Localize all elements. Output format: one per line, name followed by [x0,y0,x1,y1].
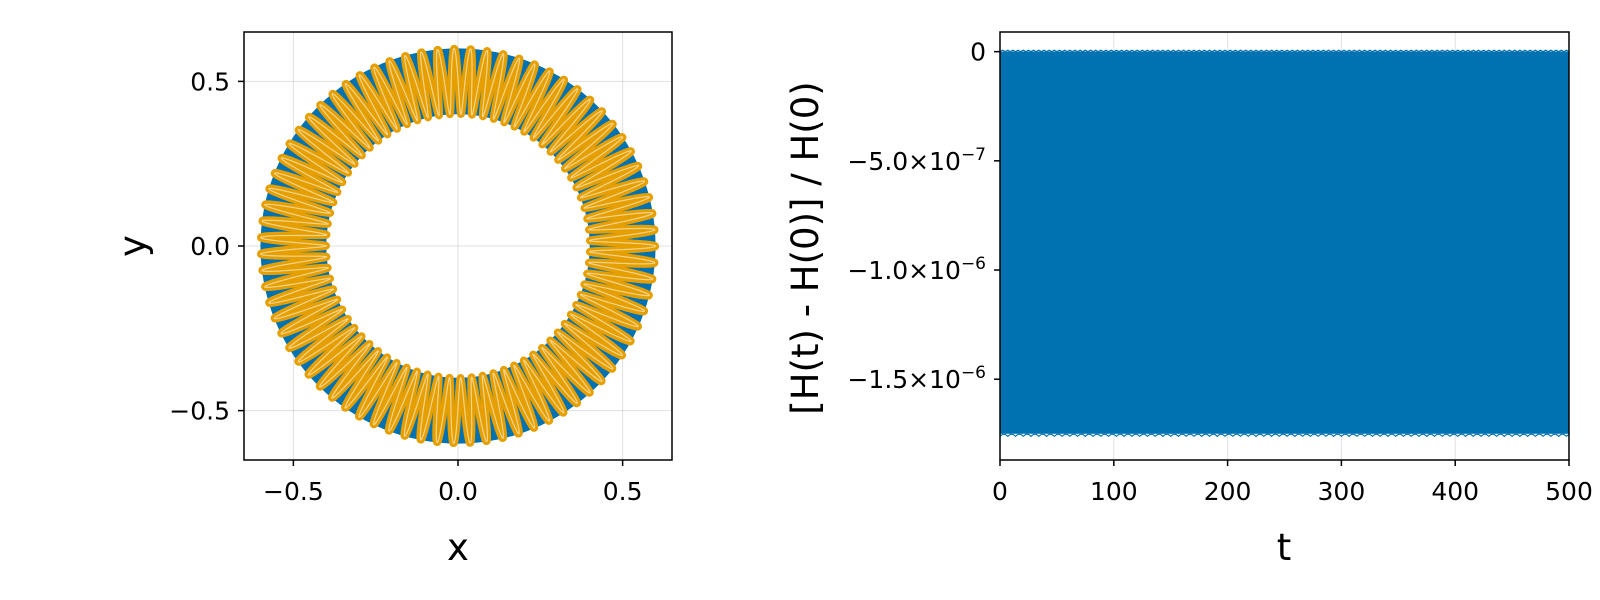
energy-y-tick-label: −5.0×10−7 [847,145,986,176]
energy-x-tick-label: 300 [1318,477,1366,506]
energy-x-tick-label: 500 [1545,477,1593,506]
orbit-plot-data [257,45,660,447]
orbit-plot-ticks: −0.5 0.0 0.5 −0.5 0.0 0.5 [169,67,642,506]
energy-x-tick-label: 400 [1431,477,1479,506]
energy-x-tick-label: 0 [992,477,1008,506]
orbit-y-tick-label: 0.0 [190,232,230,261]
energy-plot-xlabel: t [1277,526,1292,569]
energy-x-tick-label: 200 [1204,477,1252,506]
orbit-x-tick-label: 0.5 [603,477,643,506]
energy-plot-ticks: 0 100 200 300 400 500 0 −5.0×10−7 −1.0×10−6 −1.5×… [847,38,1592,506]
orbit-y-tick-label: −0.5 [169,397,230,426]
energy-plot-ylabel: [H(t) - H(0)] / H(0) [784,81,827,414]
orbit-plot-xlabel: x [447,526,469,569]
energy-series-band [1000,51,1569,434]
energy-x-tick-label: 100 [1090,477,1138,506]
energy-y-tick-label: −1.0×10−6 [847,254,986,285]
orbit-plot-panel: −0.5 0.0 0.5 −0.5 0.0 0.5 x y [111,31,673,569]
orbit-y-tick-label: 0.5 [190,67,230,96]
energy-series-upper-edge [1000,49,1569,53]
energy-y-tick-label: 0 [970,38,986,67]
orbit-plot-ylabel: y [111,235,154,257]
orbit-x-tick-label: −0.5 [263,477,324,506]
orbit-series-gap-line [260,47,657,445]
energy-series-lower-edge [1000,433,1569,438]
energy-y-tick-label: −1.5×10−6 [847,363,986,394]
orbit-x-tick-label: 0.0 [438,477,478,506]
energy-error-plot-panel: 0 100 200 300 400 500 0 −5.0×10−7 −1.0×10−6 −1.5×… [784,31,1593,569]
energy-plot-frame [999,31,1570,461]
energy-plot-data [1000,49,1569,438]
